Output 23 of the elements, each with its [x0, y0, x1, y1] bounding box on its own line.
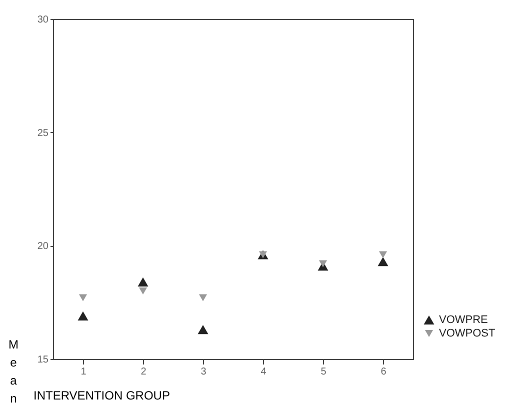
- point: [318, 260, 328, 268]
- y-axis-title: Mean: [8, 338, 18, 406]
- legend-label: VOWPRE: [439, 314, 488, 326]
- point: [138, 288, 148, 294]
- point: [378, 251, 388, 258]
- x-tick-label: 4: [260, 366, 267, 378]
- y-tick-label: 20: [37, 241, 49, 252]
- legend-label: VOWPOST: [439, 328, 496, 340]
- y-tick-label: 30: [37, 14, 49, 26]
- x-tick-label: 3: [200, 366, 207, 378]
- x-axis-title: INTERVENTION GROUP: [34, 388, 170, 402]
- x-tick-label: 5: [320, 366, 327, 378]
- point: [198, 324, 208, 334]
- x-tick-label: 1: [80, 366, 87, 378]
- point: [138, 277, 148, 286]
- point: [78, 294, 88, 302]
- y-tick-label: 25: [37, 128, 49, 139]
- x-tick-label: 6: [380, 366, 387, 378]
- point: [378, 256, 388, 266]
- point: [78, 311, 88, 320]
- point: [198, 294, 208, 302]
- x-tick-label: 2: [140, 366, 147, 378]
- y-tick-label: 15: [37, 354, 49, 366]
